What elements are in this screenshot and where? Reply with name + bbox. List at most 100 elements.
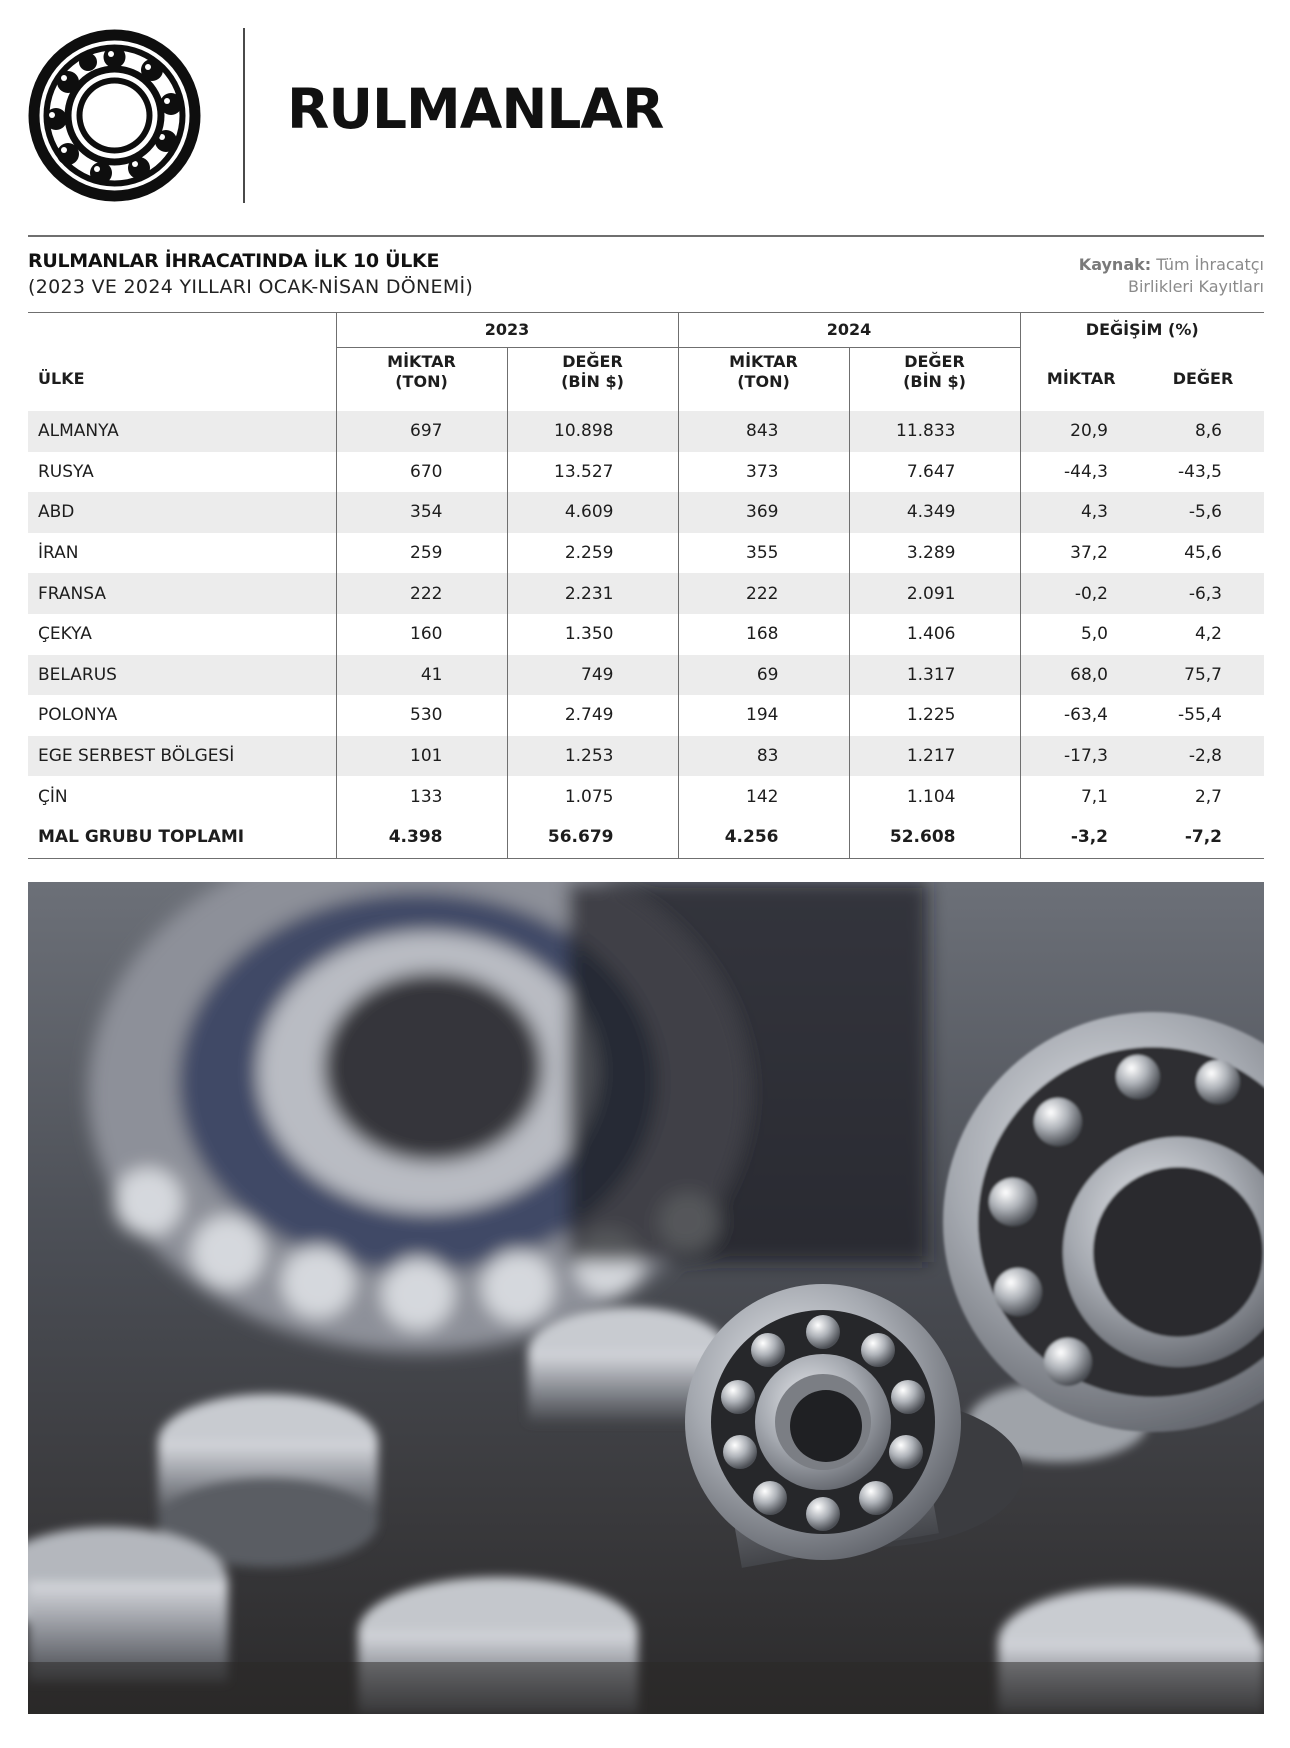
- cell-val-2024: 1.225: [848, 695, 1020, 736]
- cell-val-2024: 4.349: [848, 492, 1020, 533]
- cell-change-qty: -3,2: [1019, 816, 1142, 859]
- header-change-qty: MİKTAR: [1019, 347, 1142, 411]
- header-qty-unit: (TON): [395, 372, 448, 391]
- cell-val-2023: 13.527: [506, 451, 678, 493]
- cell-change-val: -7,2: [1142, 816, 1264, 859]
- header-year-2024: 2024: [677, 312, 1020, 348]
- page-title: RULMANLAR: [287, 77, 664, 141]
- cell-change-val: -5,6: [1142, 492, 1264, 533]
- header-year-2023: 2023: [335, 312, 678, 348]
- cell-val-2024: 1.104: [848, 776, 1020, 817]
- table-row: RUSYA 670 13.527 373 7.647 -44,3 -43,5: [28, 451, 1264, 493]
- header-val-2023: DEĞER (BİN $): [506, 347, 678, 411]
- table-row: ÇİN 133 1.075 142 1.104 7,1 2,7: [28, 776, 1264, 817]
- cell-country: İRAN: [38, 543, 79, 564]
- cell-country: MAL GRUBU TOPLAMI: [28, 816, 336, 859]
- cell-qty-2023: 259: [335, 532, 507, 574]
- cell-change-val: -55,4: [1178, 705, 1222, 726]
- header-qty-label: MİKTAR: [387, 352, 456, 371]
- cell-qty-2024: 4.256: [677, 816, 849, 859]
- table-row: BELARUS 41 749 69 1.317 68,0 75,7: [28, 654, 1264, 696]
- cell-qty-2023: 697: [335, 411, 507, 452]
- cell-change-qty: 4,3: [1019, 492, 1142, 533]
- cell-change-val: 2,7: [1194, 786, 1222, 807]
- cell-change-qty: -0,2: [1019, 573, 1142, 614]
- cell-qty-2023: 670: [335, 451, 507, 493]
- cell-country: POLONYA: [38, 705, 118, 726]
- cell-change-qty: 7,1: [1019, 776, 1142, 817]
- header-change-val: DEĞER: [1172, 368, 1234, 388]
- cell-val-2023: 2.259: [506, 532, 678, 574]
- header-val-label: DEĞER: [904, 352, 965, 371]
- table-row: POLONYA 530 2.749 194 1.225 -63,4 -55,4: [28, 695, 1264, 736]
- export-table: ÜLKE 2023 2024 DEĞİŞİM (%) MİKTAR (TON) …: [28, 312, 1264, 859]
- cell-change-qty: -44,3: [1019, 451, 1142, 493]
- header-change: DEĞİŞİM (%): [1019, 312, 1264, 348]
- cell-val-2023: 4.609: [506, 492, 678, 533]
- cell-val-2023: 56.679: [506, 816, 678, 859]
- cell-val-2023: 1.350: [506, 613, 678, 655]
- cell-country: BELARUS: [28, 654, 336, 696]
- header-qty-label: MİKTAR: [729, 352, 798, 371]
- cell-qty-2024: 69: [677, 654, 849, 696]
- table-row: ALMANYA 697 10.898 843 11.833 20,9 8,6: [28, 411, 1264, 452]
- cell-qty-2024: 355: [677, 532, 849, 574]
- cell-qty-2023: 101: [335, 735, 507, 777]
- cell-qty-2024: 83: [677, 735, 849, 777]
- table-body: ALMANYA 697 10.898 843 11.833 20,9 8,6 RUSYA 670…: [28, 411, 1264, 859]
- cell-country: ABD: [28, 492, 336, 533]
- cell-change-val: 8,6: [1142, 411, 1264, 452]
- table-row: ÇEKYA 160 1.350 168 1.406 5,0 4,2: [28, 613, 1264, 655]
- cell-country: RUSYA: [38, 461, 94, 482]
- source-label: Kaynak:: [1078, 255, 1152, 274]
- cell-qty-2023: 41: [335, 654, 507, 696]
- cell-qty-2024: 168: [677, 613, 849, 655]
- cell-qty-2024: 373: [677, 451, 849, 493]
- header-val-label: DEĞER: [562, 352, 623, 371]
- cell-change-qty: -63,4: [1019, 695, 1142, 736]
- cell-change-qty: 5,0: [1019, 613, 1142, 655]
- cell-val-2024: 2.091: [848, 573, 1020, 614]
- cell-change-val: 4,2: [1194, 624, 1222, 645]
- cell-val-2023: 1.253: [506, 735, 678, 777]
- cell-val-2023: 1.075: [506, 776, 678, 817]
- cell-country: ALMANYA: [28, 411, 336, 452]
- cell-change-qty: 68,0: [1019, 654, 1142, 696]
- table-row: ABD 354 4.609 369 4.349 4,3 -5,6: [28, 492, 1264, 533]
- section-rule: [28, 235, 1264, 237]
- header-divider: [243, 28, 245, 203]
- cell-val-2023: 10.898: [506, 411, 678, 452]
- cell-qty-2024: 222: [677, 573, 849, 614]
- header-country: ÜLKE: [28, 312, 336, 411]
- table-subtitle: (2023 VE 2024 YILLARI OCAK-NİSAN DÖNEMİ): [28, 276, 474, 298]
- table-row: FRANSA 222 2.231 222 2.091 -0,2 -6,3: [28, 573, 1264, 614]
- cell-change-qty: -17,3: [1019, 735, 1142, 777]
- table-row: EGE SERBEST BÖLGESİ 101 1.253 83 1.217 -17,3-…: [28, 735, 1264, 777]
- cell-change-val: -2,8: [1142, 735, 1264, 777]
- cell-qty-2023: 133: [335, 776, 507, 817]
- cell-country: ÇİN: [38, 786, 68, 807]
- source-text-line1: Tüm İhracatçı: [1156, 255, 1264, 274]
- header-qty-2023: MİKTAR (TON): [335, 347, 507, 411]
- cell-qty-2024: 142: [677, 776, 849, 817]
- cell-val-2023: 749: [506, 654, 678, 696]
- source-text-line2: Birlikleri Kayıtları: [1127, 277, 1264, 296]
- cell-qty-2023: 530: [335, 695, 507, 736]
- header-val-unit: (BİN $): [561, 372, 624, 391]
- page-header: RULMANLAR: [0, 0, 1290, 230]
- cell-change-val: 75,7: [1142, 654, 1264, 696]
- cell-qty-2023: 354: [335, 492, 507, 533]
- cell-country: EGE SERBEST BÖLGESİ: [28, 735, 336, 777]
- cell-change-val: 45,6: [1184, 543, 1222, 564]
- cell-val-2024: 7.647: [848, 451, 1020, 493]
- header-val-unit: (BİN $): [903, 372, 966, 391]
- cell-qty-2024: 843: [677, 411, 849, 452]
- cell-qty-2023: 222: [335, 573, 507, 614]
- header-qty-2024: MİKTAR (TON): [677, 347, 849, 411]
- cell-qty-2023: 4.398: [335, 816, 507, 859]
- cell-qty-2024: 369: [677, 492, 849, 533]
- cell-change-qty: 20,9: [1019, 411, 1142, 452]
- cell-qty-2024: 194: [677, 695, 849, 736]
- cell-val-2024: 52.608: [848, 816, 1020, 859]
- cell-country: FRANSA: [28, 573, 336, 614]
